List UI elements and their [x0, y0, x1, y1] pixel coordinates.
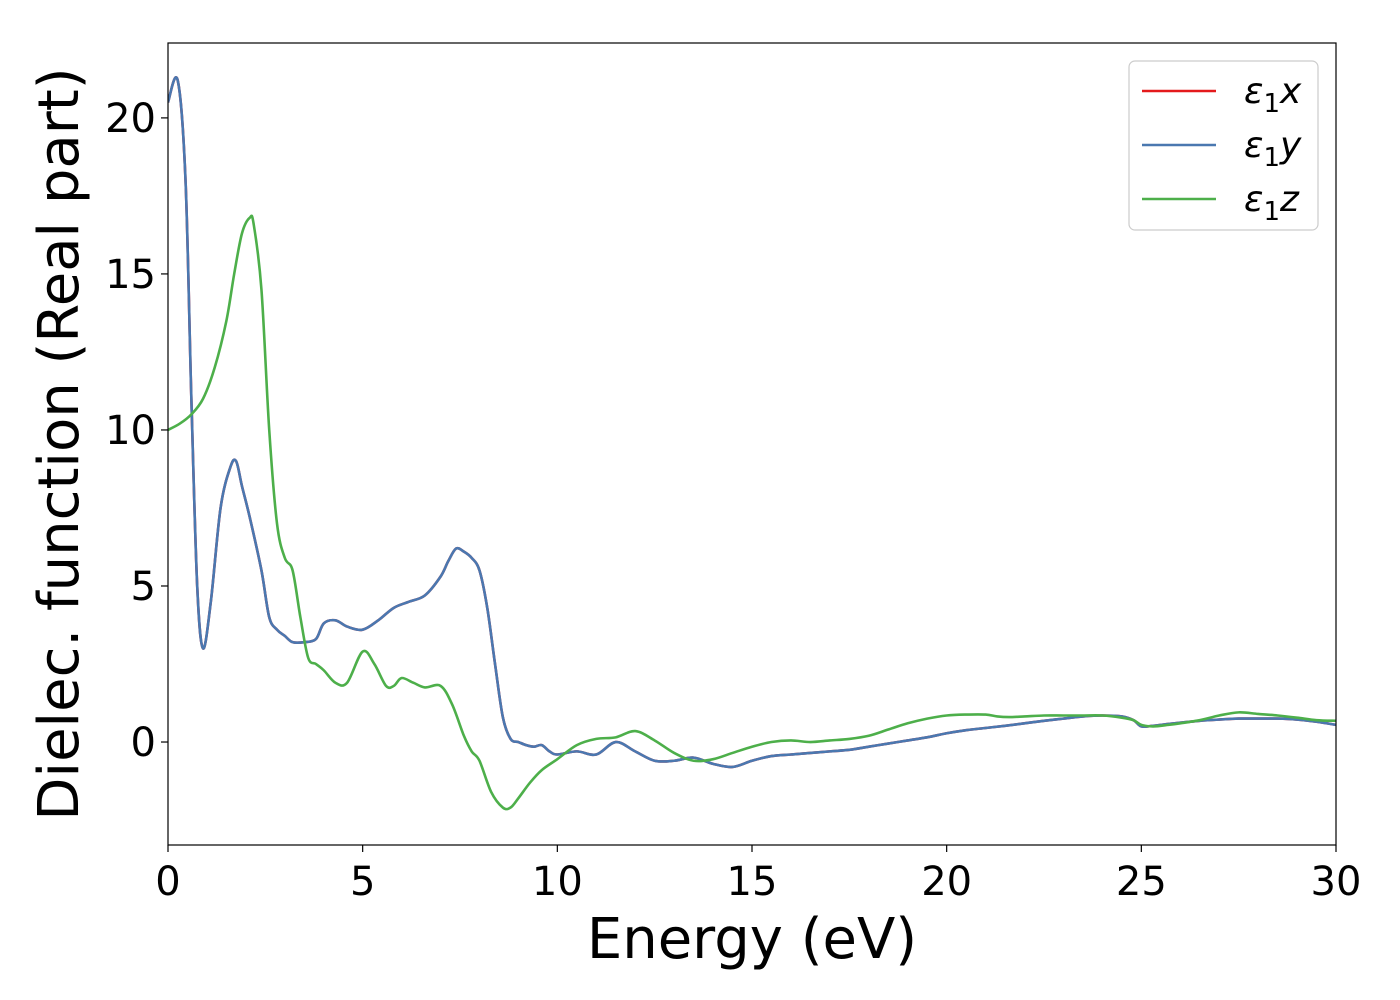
x-tick-label: 0: [155, 859, 180, 905]
y-axis-ticks: 0 5 10 15 20: [105, 96, 168, 766]
x-tick-label: 15: [727, 859, 778, 905]
x-axis-ticks: 0 5 10 15 20 25 30: [155, 845, 1361, 905]
x-axis-label: Energy (eV): [587, 907, 917, 972]
x-tick-label: 20: [921, 859, 972, 905]
legend-label-ε1z: ε1z: [1244, 179, 1300, 227]
legend-box: [1128, 60, 1319, 231]
x-tick-label: 10: [532, 859, 583, 905]
legend: ε1x ε1y ε1z: [1128, 60, 1319, 231]
y-tick-label: 20: [105, 96, 156, 142]
y-tick-label: 15: [105, 252, 156, 298]
legend-label-ε1y: ε1y: [1244, 125, 1302, 173]
series-line-ε1z: [168, 214, 1336, 811]
y-tick-label: 10: [105, 408, 156, 454]
y-axis-label: Dielec. function (Real part): [27, 67, 92, 820]
series-layer: [168, 76, 1336, 811]
x-tick-label: 5: [350, 859, 375, 905]
legend-label-ε1x: ε1x: [1244, 71, 1302, 119]
y-tick-label: 0: [131, 720, 156, 766]
y-tick-label: 5: [131, 564, 156, 610]
x-tick-label: 30: [1311, 859, 1362, 905]
x-tick-label: 25: [1116, 859, 1167, 905]
